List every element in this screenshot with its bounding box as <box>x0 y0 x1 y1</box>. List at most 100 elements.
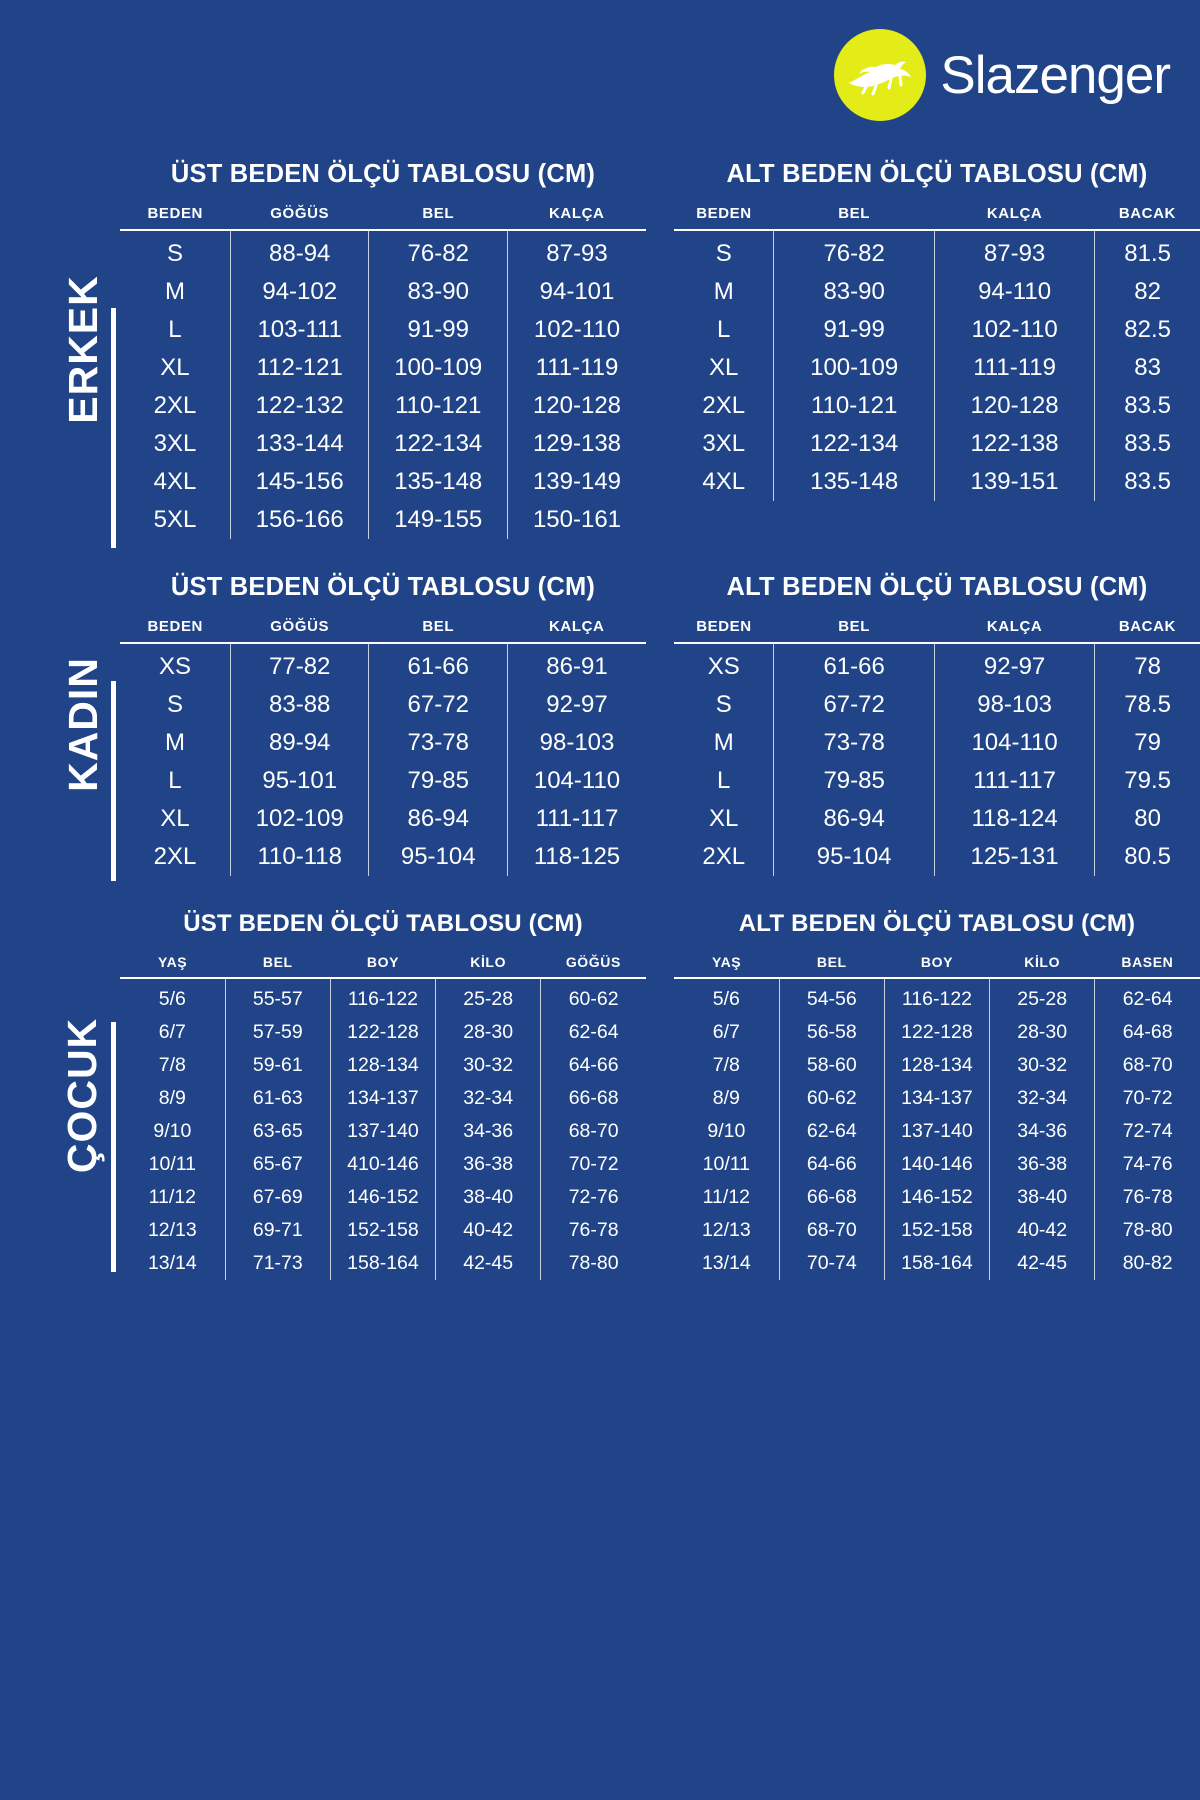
table-cocuk-alt: YAŞ BEL BOY KİLO BASEN 5/6 54-56 116-122 25… <box>674 954 1200 1280</box>
row-size-label: 12/13 <box>147 1219 197 1241</box>
table-cell: 146-152 <box>883 1181 990 1214</box>
table-cell: 78-80 <box>540 1247 646 1280</box>
table-cell: 100-109 <box>773 349 935 387</box>
table-body: S 76-82 87-93 81.5 M 83-90 94-110 82 L 91-99 102-1… <box>674 230 1200 501</box>
table-cell: 62-64 <box>1094 978 1200 1016</box>
table-cell: 83-90 <box>773 273 935 311</box>
row-size-label: 8/9 <box>158 1087 186 1109</box>
row-size-label: XS <box>158 653 191 680</box>
table-cell: 70-72 <box>540 1148 646 1181</box>
row-size-label: 11/12 <box>702 1186 751 1208</box>
table-cell: 149-155 <box>368 501 508 539</box>
table-cell: 76-78 <box>1094 1181 1200 1214</box>
brand-logo: Slazenger <box>834 29 1171 121</box>
table-cell: 88-94 <box>229 230 369 273</box>
table-cell: 25-28 <box>435 978 541 1016</box>
table-cell: 78.5 <box>1094 686 1200 724</box>
table-row: S 88-94 76-82 87-93 <box>120 230 646 273</box>
table-row: XS 77-82 61-66 86-91 <box>120 643 646 686</box>
table-cell: 60-62 <box>778 1082 885 1115</box>
row-size-label: 8/9 <box>712 1087 740 1109</box>
column-header: KALÇA <box>507 205 646 231</box>
table-cell: 30-32 <box>435 1049 541 1082</box>
table-cell: 66-68 <box>540 1082 646 1115</box>
table-title: ALT BEDEN ÖLÇÜ TABLOSU (CM) <box>726 160 1148 188</box>
column-header: BOY <box>330 954 436 979</box>
row-size-label: L <box>168 767 182 794</box>
table-cell: 152-158 <box>329 1214 436 1247</box>
table-cell: 133-144 <box>229 425 369 463</box>
table-cell: 135-148 <box>368 463 508 501</box>
table-cell: 38-40 <box>435 1181 541 1214</box>
column-header: KİLO <box>435 954 541 979</box>
table-cell: 86-94 <box>368 800 508 838</box>
table-cell: 42-45 <box>989 1247 1095 1280</box>
table-row: 5XL 156-166 149-155 150-161 <box>120 501 646 539</box>
table-row: 7/8 58-60 128-134 30-32 68-70 <box>674 1049 1200 1082</box>
table-header-row: BEDEN BEL KALÇA BACAK <box>674 205 1200 231</box>
table-cell: 40-42 <box>435 1214 541 1247</box>
table-cell: 111-117 <box>933 762 1095 800</box>
row-size-label: 2XL <box>702 392 746 419</box>
table-cell: 69-71 <box>224 1214 331 1247</box>
table-cell: 140-146 <box>883 1148 990 1181</box>
table-cell: 111-119 <box>506 349 646 387</box>
table-body: 5/6 55-57 116-122 25-28 60-62 6/7 57-59 122-128… <box>120 978 646 1280</box>
row-size-label: S <box>715 240 732 267</box>
row-size-label: XL <box>160 805 190 832</box>
table-cell: 65-67 <box>224 1148 331 1181</box>
column-header: BACAK <box>1094 618 1200 644</box>
group-cocuk: ÇOCUK ÜST BEDEN ÖLÇÜ TABLOSU (CM) YAŞ BE… <box>0 910 1200 1280</box>
table-cell: 120-128 <box>933 387 1095 425</box>
row-size-label: S <box>715 691 732 718</box>
table-cell: 58-60 <box>778 1049 885 1082</box>
group-label-text: ÇOCUK <box>59 1017 106 1173</box>
table-block-erkek-alt: ALT BEDEN ÖLÇÜ TABLOSU (CM) BEDEN BEL KA… <box>674 160 1200 539</box>
column-header: BOY <box>884 954 990 979</box>
table-cell: 95-104 <box>368 838 508 876</box>
row-size-label: 2XL <box>153 392 197 419</box>
table-cell: 78 <box>1094 643 1200 686</box>
table-cell: 104-110 <box>933 724 1095 762</box>
table-title: ALT BEDEN ÖLÇÜ TABLOSU (CM) <box>738 910 1136 937</box>
table-cell: 95-101 <box>229 762 369 800</box>
table-row: 11/12 66-68 146-152 38-40 76-78 <box>674 1181 1200 1214</box>
table-row: 6/7 56-58 122-128 28-30 64-68 <box>674 1016 1200 1049</box>
row-size-label: 11/12 <box>148 1186 197 1208</box>
row-size-label: 7/8 <box>158 1054 186 1076</box>
table-cell: 82 <box>1094 273 1200 311</box>
table-cell: 40-42 <box>989 1214 1095 1247</box>
table-cell: 102-109 <box>229 800 369 838</box>
group-label-cocuk: ÇOCUK <box>46 910 120 1280</box>
table-cell: 73-78 <box>368 724 508 762</box>
table-row: 3XL 122-134 122-138 83.5 <box>674 425 1200 463</box>
table-row: 5/6 54-56 116-122 25-28 62-64 <box>674 978 1200 1016</box>
table-cell: 150-161 <box>506 501 646 539</box>
table-cell: 60-62 <box>540 978 646 1016</box>
table-cell: 82.5 <box>1094 311 1200 349</box>
column-header: BEL <box>773 618 935 644</box>
table-cell: 80.5 <box>1094 838 1200 876</box>
table-cell: 36-38 <box>435 1148 541 1181</box>
table-cell: 30-32 <box>989 1049 1095 1082</box>
table-cell: 146-152 <box>329 1181 436 1214</box>
table-cell: 118-124 <box>933 800 1095 838</box>
table-cell: 95-104 <box>773 838 935 876</box>
table-title: ALT BEDEN ÖLÇÜ TABLOSU (CM) <box>726 573 1148 601</box>
table-cell: 67-69 <box>224 1181 331 1214</box>
table-cell: 129-138 <box>506 425 646 463</box>
table-cell: 83.5 <box>1094 425 1200 463</box>
table-body: XS 77-82 61-66 86-91 S 83-88 67-72 92-97 M 89-94 7… <box>120 643 646 876</box>
column-header: KALÇA <box>507 618 646 644</box>
table-cell: 34-36 <box>989 1115 1095 1148</box>
table-row: 12/13 68-70 152-158 40-42 78-80 <box>674 1214 1200 1247</box>
table-cell: 83.5 <box>1094 463 1200 501</box>
table-cell: 98-103 <box>933 686 1095 724</box>
row-size-label: XL <box>709 805 739 832</box>
row-size-label: 4XL <box>153 468 197 495</box>
table-cell: 56-58 <box>778 1016 885 1049</box>
table-cell: 68-70 <box>778 1214 885 1247</box>
table-cell: 57-59 <box>224 1016 331 1049</box>
table-row: 10/11 64-66 140-146 36-38 74-76 <box>674 1148 1200 1181</box>
